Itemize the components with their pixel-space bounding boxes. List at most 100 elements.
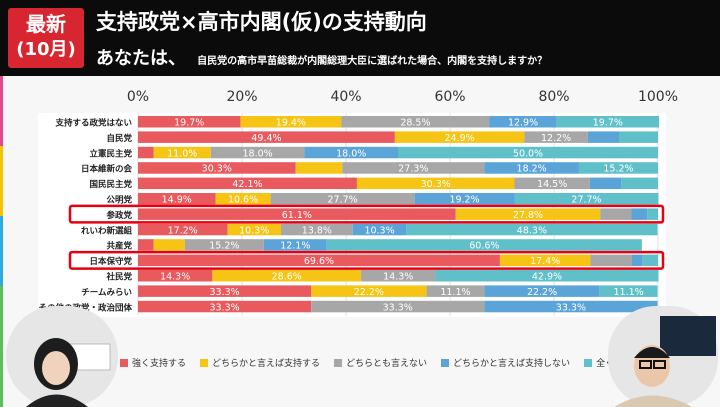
data-label: 69.6% [304,256,334,267]
data-label: 48.3% [517,225,547,236]
data-label: 14.3% [160,272,190,283]
legend-item: どちらとも言えない [334,356,427,369]
highlight-box [68,204,665,224]
data-label: 14.3% [383,272,413,283]
data-label: 18.2% [517,164,547,175]
question-text: あなたは、 自民党の高市早苗総裁が内閣総理大臣に選ばれた場合、内閣を支持しますか… [96,44,547,70]
data-label: 17.4% [530,256,560,267]
data-label: 28.6% [272,272,302,283]
category-label: 立憲民主党 [89,148,132,159]
page-title: 支持政党×高市内閣(仮)の支持動向 [96,10,427,34]
data-label: 42.9% [532,272,562,283]
bar-segment [184,239,264,251]
bar-segment [426,285,485,297]
bar-segment [138,208,456,220]
bar-segment [138,300,312,313]
x-tick-label: 40% [330,89,361,105]
presenter-camera-left [6,306,118,407]
data-label: 11.1% [614,287,644,298]
bar-segment [589,177,622,190]
data-label: 11.0% [167,148,197,159]
legend-swatch [584,358,593,367]
bar-segment [524,131,588,143]
bar-segment [599,285,658,297]
bar-segment [435,270,659,282]
data-label: 27.7% [328,195,358,206]
bar-segment [281,223,353,236]
data-label: 11.1% [440,287,470,298]
bar-segment [295,162,343,174]
bar-segment [326,239,642,251]
bar-segment [484,162,579,174]
bar-segment [215,193,271,205]
badge-line-1: 最新 [26,12,66,36]
data-label: 27.7% [571,195,601,206]
bar-segment [484,285,600,297]
latest-badge: 最新 (10月) [8,8,84,68]
data-label: 19.7% [593,118,623,129]
bar-segment [341,116,490,128]
bar-segment [356,177,515,190]
data-label: 33.3% [383,302,413,313]
category-label: 社民党 [105,272,132,283]
bar-segment [619,131,658,143]
presenter-camera-right [608,306,718,407]
x-tick-label: 0% [127,89,149,105]
category-label: 自民党 [106,133,132,144]
data-label: 60.6% [469,241,499,252]
bar-segment [311,285,427,297]
legend-label: 強く支持する [132,359,187,369]
bar-segment [304,146,398,159]
bar-segment [600,208,632,220]
data-label: 19.4% [276,118,306,129]
data-label: 61.1% [282,210,312,221]
highlight-box [68,250,665,270]
data-label: 49.4% [251,133,281,144]
bar-segment [352,223,407,236]
data-label: 33.3% [209,302,239,313]
category-label: チームみらい [81,288,132,298]
legend-swatch [441,358,450,367]
bar-segment [227,223,281,236]
data-label: 27.8% [513,210,543,221]
decor-stripe [0,216,3,286]
category-label: 支持する政党はない [54,118,132,129]
legend-item: どちらかと言えば支持する [200,356,320,369]
bar-segment [642,254,658,267]
bar-segment [270,193,415,205]
category-label: 参政党 [106,210,132,221]
bar-segment [398,146,658,159]
data-label: 12.9% [508,118,538,129]
data-label: 33.3% [556,302,586,313]
question-body: 自民党の高市早苗総裁が内閣総理大臣に選ばれた場合、内閣を支持しますか？ [197,56,548,67]
bar-segment [153,239,185,251]
legend-swatch [120,358,128,367]
decor-stripe [0,146,3,216]
data-label: 30.3% [202,164,232,175]
data-label: 19.7% [174,118,204,129]
bar-segment [138,254,500,267]
data-label: 42.1% [232,179,262,190]
bar-segment [632,254,643,267]
bar-segment [138,285,312,297]
data-label: 50.0% [513,148,543,159]
bar-segment [138,116,241,128]
category-label: 公明党 [106,195,132,206]
data-label: 10.6% [228,195,258,206]
bar-segment [342,162,485,174]
data-label: 22.2% [354,287,384,298]
bar-segment [361,270,436,282]
chart-legend: 強く支持する どちらかと言えば支持する どちらとも言えない どちらかと言えば支持… [120,356,659,369]
data-label: 19.2% [449,195,479,206]
bar-segment [484,300,658,313]
bar-segment [647,208,658,220]
bar-segment [138,177,357,190]
legend-label: どちらとも言えない [346,359,428,369]
data-label: 14.9% [162,195,192,206]
legend-swatch [200,358,209,367]
badge-line-2: (10月) [16,39,76,60]
bar-segment [138,131,395,143]
category-label: 日本保守党 [89,256,132,267]
x-tick-label: 80% [538,89,569,105]
